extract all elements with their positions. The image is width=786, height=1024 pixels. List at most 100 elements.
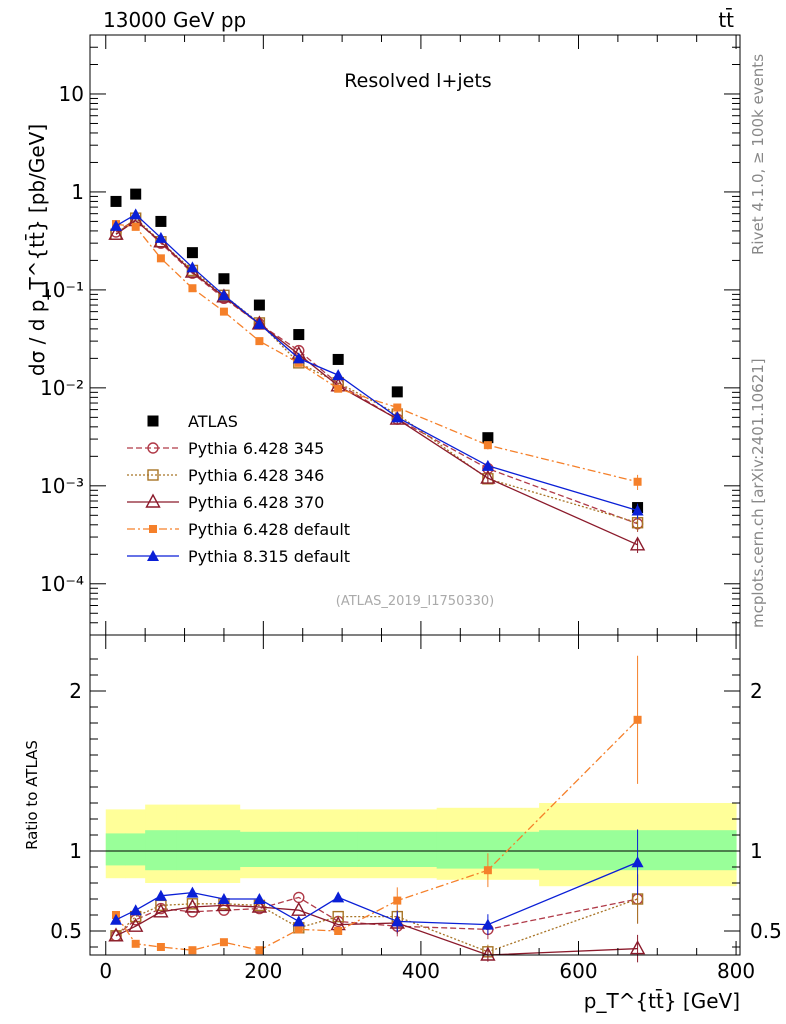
main-atlas-point bbox=[110, 195, 122, 207]
main-pythia-8-315-default-series bbox=[110, 208, 644, 519]
main-pythia-8-315-default-point bbox=[391, 411, 404, 423]
ratio-band-inner bbox=[145, 830, 178, 871]
legend-marker bbox=[145, 493, 161, 508]
ratio-pythia-6-428-370-point bbox=[251, 898, 268, 913]
ratio-pythia-6-428-default-point bbox=[156, 943, 165, 951]
legend-marker bbox=[149, 525, 157, 533]
ratio-band-inner bbox=[357, 831, 438, 867]
main-frame bbox=[89, 34, 741, 636]
main-pythia-8-315-default-point bbox=[110, 219, 122, 231]
ratio-pythia-6-428-default-point bbox=[393, 896, 402, 905]
main-atlas-point bbox=[293, 329, 305, 341]
main-pythia-8-315-default-point bbox=[332, 369, 345, 381]
main-axes: 10 1 10⁻¹ 10⁻² 10⁻³ 10⁻⁴ bbox=[40, 34, 740, 636]
ratio-pythia-6-428-346-point bbox=[332, 910, 344, 923]
process-label: tt̄ bbox=[718, 7, 734, 32]
main-panel: 10 1 10⁻¹ 10⁻² 10⁻³ 10⁻⁴ Resolved l+jets (ATL… bbox=[24, 34, 741, 636]
ratio-pythia-6-428-default-point bbox=[294, 925, 303, 934]
ratio-pythia-6-428-default-point bbox=[334, 927, 343, 935]
ratio-ytick-label: 1 bbox=[69, 839, 82, 863]
main-ytick-label: 10⁻² bbox=[40, 376, 84, 400]
ratio-pythia-8-315-default-point bbox=[129, 904, 142, 916]
ratio-pythia-6-428-default-series bbox=[112, 655, 642, 955]
ratio-xtick-label: 0 bbox=[99, 959, 112, 983]
legend-marker bbox=[147, 550, 159, 561]
energy-label: 13000 GeV pp bbox=[103, 8, 246, 32]
main-pythia-6-428-default-point bbox=[156, 254, 165, 263]
main-pythia-8-315-default-point bbox=[631, 504, 644, 516]
legend-entry: Pythia 6.428 default bbox=[127, 520, 350, 539]
legend: ATLAS Pythia 6.428 345 Pythia 6.428 346 Pyt… bbox=[127, 412, 350, 566]
main-pythia-6-428-default-point bbox=[131, 222, 140, 231]
ratio-pythia-6-428-default-point bbox=[131, 939, 140, 948]
ratio-pythia-6-428-345-line bbox=[115, 896, 638, 937]
ratio-pythia-6-428-default-point bbox=[188, 946, 197, 955]
ratio-pythia-8-315-default-point bbox=[110, 913, 122, 925]
main-title: Resolved l+jets bbox=[344, 70, 491, 92]
ratio-plot-content bbox=[90, 655, 740, 963]
ratio-xtick-label: 200 bbox=[244, 959, 282, 983]
main-atlas-point bbox=[218, 273, 230, 285]
ratio-pythia-8-315-default-point bbox=[253, 893, 266, 904]
ratio-pythia-8-315-default-point bbox=[481, 918, 494, 930]
legend-marker bbox=[147, 442, 159, 454]
main-pythia-6-428-370-point bbox=[108, 225, 124, 240]
ratio-xtick-label: 600 bbox=[559, 959, 597, 983]
main-pythia-8-315-default-point bbox=[217, 289, 230, 301]
ratio-pythia-6-428-default-point bbox=[255, 946, 264, 955]
ratio-ytick-label-right: 2 bbox=[750, 679, 763, 703]
legend-label: Pythia 8.315 default bbox=[188, 547, 350, 566]
main-ylabel: dσ / d p_T^{tt̄} [pb/GeV] bbox=[24, 124, 49, 376]
ratio-pythia-8-315-default-point bbox=[154, 889, 167, 901]
ratio-band-inner bbox=[125, 833, 146, 866]
main-pythia-6-428-default-point bbox=[334, 384, 343, 393]
ratio-band-inner bbox=[176, 830, 209, 871]
main-plot-content bbox=[108, 188, 646, 554]
legend-label: Pythia 6.428 346 bbox=[188, 466, 324, 485]
ratio-xtick-label: 800 bbox=[717, 959, 755, 983]
legend-marker bbox=[147, 415, 159, 427]
main-atlas-point bbox=[253, 299, 265, 311]
main-ytick-label: 10⁻⁴ bbox=[40, 572, 84, 596]
main-pythia-6-428-default-point bbox=[633, 477, 642, 486]
ratio-pythia-6-428-370-point bbox=[153, 903, 169, 918]
main-atlas-point bbox=[130, 188, 142, 200]
main-pythia-6-428-default-point bbox=[188, 284, 197, 293]
main-pythia-8-315-default-point bbox=[154, 231, 167, 243]
ratio-pythia-6-428-370-point bbox=[291, 901, 307, 916]
ratio-ytick-label: 0.5 bbox=[50, 919, 82, 943]
main-atlas-point bbox=[332, 353, 344, 365]
ratio-panel: 0.5 0.5 1 1 2 2 0 200 400 600 800 Ratio to ATLAS p… bbox=[23, 634, 782, 1013]
main-atlas-point bbox=[155, 215, 167, 227]
legend-label: ATLAS bbox=[188, 412, 238, 431]
ratio-pythia-6-428-370-point bbox=[480, 946, 496, 961]
legend-entry: Pythia 6.428 345 bbox=[127, 439, 324, 458]
ratio-pythia-6-428-370-line bbox=[115, 904, 638, 956]
main-pythia-6-428-default-point bbox=[255, 337, 264, 346]
ratio-pythia-6-428-370-point bbox=[128, 917, 144, 932]
ratio-pythia-8-315-default-point bbox=[292, 915, 305, 927]
legend-label: Pythia 6.428 345 bbox=[188, 439, 324, 458]
legend-entry: Pythia 6.428 370 bbox=[127, 493, 324, 512]
ratio-pythia-8-315-default-point bbox=[217, 893, 230, 904]
ratio-pythia-6-428-370-series bbox=[108, 896, 646, 963]
main-pythia-6-428-370-point bbox=[629, 536, 646, 551]
main-pythia-6-428-370-point bbox=[480, 469, 496, 484]
ratio-band-inner bbox=[239, 831, 280, 867]
mcplots-label: mcplots.cern.ch [arXiv:2401.10621] bbox=[749, 358, 767, 628]
ratio-pythia-6-428-346-line bbox=[115, 898, 638, 953]
ratio-xtick-label: 400 bbox=[402, 959, 440, 983]
legend-entry: Pythia 8.315 default bbox=[127, 547, 350, 566]
main-pythia-6-428-default-point bbox=[393, 403, 402, 412]
main-pythia-8-315-default-point bbox=[292, 352, 305, 364]
main-atlas-point bbox=[186, 247, 198, 259]
ratio-band-inner bbox=[279, 831, 319, 867]
ratio-pythia-6-428-370-point bbox=[108, 927, 124, 942]
ratio-ytick-label: 2 bbox=[69, 679, 82, 703]
ratio-axes: 0.5 0.5 1 1 2 2 0 200 400 600 800 bbox=[50, 635, 782, 983]
main-pythia-8-315-default-point bbox=[186, 261, 199, 273]
ratio-pythia-6-428-default-point bbox=[219, 938, 228, 947]
main-ytick-label: 1 bbox=[71, 180, 84, 204]
ratio-pythia-8-315-default-point bbox=[332, 891, 345, 903]
